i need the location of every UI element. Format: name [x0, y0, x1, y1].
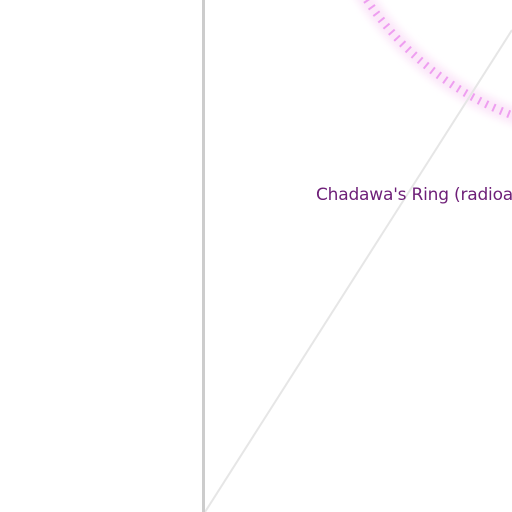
ring-outline — [315, 0, 512, 135]
ring-halo — [315, 0, 512, 135]
road-line[interactable] — [205, 30, 512, 512]
place-label[interactable]: Chadawa's Ring (radioa — [316, 184, 512, 206]
